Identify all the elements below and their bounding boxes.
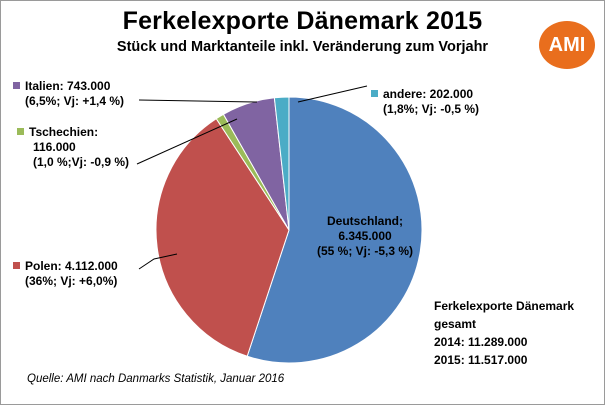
leader-line-tschechien xyxy=(136,118,238,165)
data-label-tschechien-name: Tschechien: xyxy=(29,125,99,139)
legend-key-polen xyxy=(13,262,20,269)
totals-heading: Ferkelexporte Dänemark xyxy=(434,299,575,313)
pie-slice-polen xyxy=(155,117,290,357)
totals-2014: 2014: 11.289.000 xyxy=(434,335,528,349)
leader-line-italien xyxy=(138,99,258,103)
data-label-polen: Polen: 4.112.000 (36%; Vj: +6,0%) xyxy=(13,259,118,289)
legend-key-andere xyxy=(371,90,378,97)
data-label-deutschland-value: 6.345.000 xyxy=(338,229,392,243)
chart-subtitle: Stück und Marktanteile inkl. Veränderung… xyxy=(116,39,489,55)
pie-slice-deutschland xyxy=(246,96,423,364)
data-label-tschechien-share: (1,0 %;Vj: -0,9 %) xyxy=(33,155,130,169)
source-note: Quelle: AMI nach Danmarks Statistik, Jan… xyxy=(27,373,285,385)
data-label-italien: Italien: 743.000 (6,5%; Vj: +1,4 %) xyxy=(13,79,124,109)
data-label-italien-share: (6,5%; Vj: +1,4 %) xyxy=(25,94,125,108)
data-label-deutschland-name: Deutschland; xyxy=(327,214,404,228)
data-label-polen-name: Polen: 4.112.000 xyxy=(25,259,118,273)
data-label-polen-share: (36%; Vj: +6,0%) xyxy=(25,274,118,288)
data-label-andere-name: andere: 202.000 xyxy=(383,87,474,101)
totals-box: Ferkelexporte Dänemark gesamt 2014: 11.2… xyxy=(434,297,574,369)
leader-line-polen xyxy=(138,253,178,270)
data-label-andere: andere: 202.000 (1,8%; Vj: -0,5 %) xyxy=(371,87,479,117)
data-label-italien-name: Italien: 743.000 xyxy=(25,79,111,93)
totals-subheading: gesamt xyxy=(434,317,477,331)
pie-slice-andere xyxy=(273,96,290,231)
legend-key-tschechien xyxy=(17,128,24,135)
data-label-deutschland-share: (55 %; Vj: -5,3 %) xyxy=(317,244,414,258)
data-label-andere-share: (1,8%; Vj: -0,5 %) xyxy=(383,102,480,116)
data-label-tschechien: Tschechien: 116.000 (1,0 %;Vj: -0,9 %) xyxy=(17,125,129,170)
legend-key-italien xyxy=(13,82,20,89)
data-label-tschechien-value: 116.000 xyxy=(33,140,76,154)
data-label-deutschland: Deutschland; 6.345.000 (55 %; Vj: -5,3 %… xyxy=(317,214,413,259)
ami-logo: AMI xyxy=(539,21,595,69)
chart-title: Ferkelexporte Dänemark 2015 xyxy=(122,7,483,35)
totals-2015: 2015: 11.517.000 xyxy=(434,353,528,367)
leader-line-andere xyxy=(297,85,368,103)
